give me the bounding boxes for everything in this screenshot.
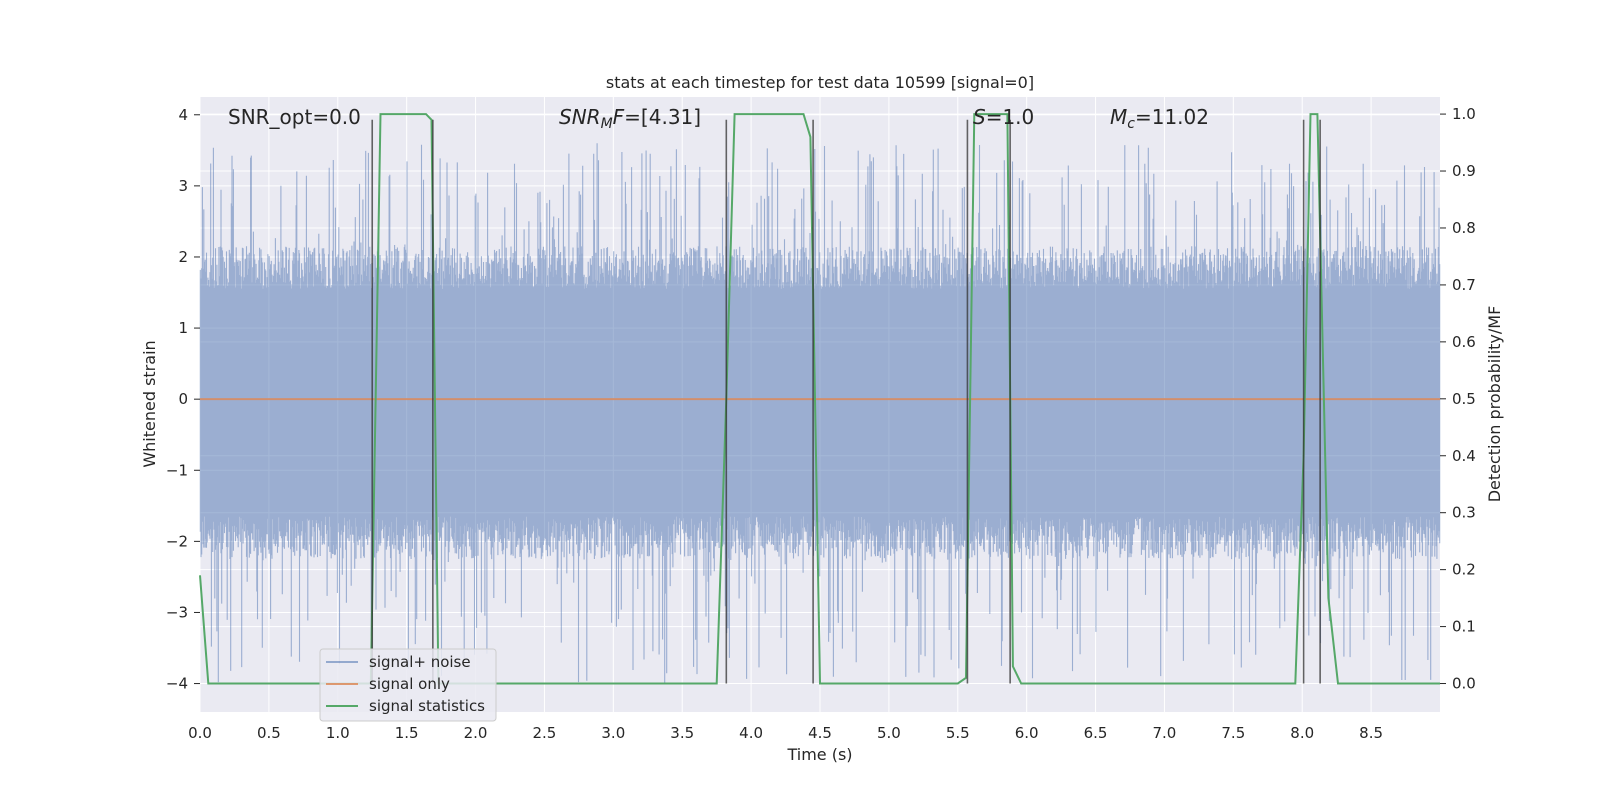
y-left-tick-label: −1 [166, 461, 188, 479]
y-left-tick-label: 1 [178, 319, 188, 337]
y-right-tick-label: 0.4 [1452, 447, 1476, 465]
y-axis-label-right: Detection probability/MF [1485, 306, 1504, 503]
x-axis-label: Time (s) [786, 745, 852, 764]
y-left-tick-label: 4 [178, 106, 188, 124]
x-tick-label: 3.5 [670, 724, 694, 742]
y-right-tick-label: 0.0 [1452, 675, 1476, 693]
legend-box [319, 648, 497, 722]
legend-label-signal-only: signal only [369, 675, 450, 693]
signal-statistics-line [199, 113, 1440, 685]
x-tick-label: 4.0 [739, 724, 763, 742]
tick-labels: 0.0 0.5 1.0 1.5 2.0 2.5 3.0 3.5 4.0 4.5 5.0 5.5 6.0 6… [166, 105, 1476, 742]
noise-series [199, 143, 1441, 683]
y-axis-label-left: Whitened strain [140, 340, 159, 467]
x-tick-label: 0.5 [257, 724, 281, 742]
y-left-tick-label: 3 [178, 177, 188, 195]
x-tick-label: 1.0 [326, 724, 350, 742]
line-series-layer [199, 113, 1440, 685]
y-right-tick-label: 0.6 [1452, 333, 1476, 351]
annotation-chirp-mass: Mc=11.02 [1110, 105, 1209, 132]
x-tick-label: 0.0 [188, 724, 212, 742]
signal-noise-trace [199, 143, 1441, 683]
y-right-tick-label: 0.7 [1452, 276, 1476, 294]
x-tick-label: 5.5 [946, 724, 970, 742]
x-tick-label: 2.5 [533, 724, 557, 742]
y-right-tick-label: 0.9 [1452, 162, 1476, 180]
x-tick-label: 2.0 [464, 724, 488, 742]
y-left-tick-label: −4 [166, 675, 188, 693]
legend-label-signal-noise: signal+ noise [369, 653, 471, 671]
y-right-tick-label: 1.0 [1452, 105, 1476, 123]
y-right-tick-label: 0.1 [1452, 618, 1476, 636]
x-tick-label: 7.0 [1153, 724, 1177, 742]
y-right-tick-label: 0.3 [1452, 504, 1476, 522]
y-left-tick-label: −2 [166, 532, 188, 550]
x-tick-label: 8.0 [1290, 724, 1314, 742]
annotations: SNR_opt=0.0 SNRMF=[4.31] S=1.0 Mc=11.02 [228, 105, 1209, 132]
legend-label-signal-statistics: signal statistics [369, 697, 485, 715]
y-right-tick-label: 0.8 [1452, 219, 1476, 237]
x-tick-label: 1.5 [395, 724, 419, 742]
annotation-s-value: S=1.0 [973, 105, 1034, 129]
x-tick-label: 6.5 [1084, 724, 1108, 742]
x-tick-label: 6.0 [1015, 724, 1039, 742]
legend: signal+ noise signal only signal statist… [319, 648, 497, 722]
annotation-snr-mf: SNRMF=[4.31] [559, 105, 701, 132]
y-left-tick-label: 2 [178, 248, 188, 266]
x-tick-label: 5.0 [877, 724, 901, 742]
x-tick-label: 4.5 [808, 724, 832, 742]
x-tick-label: 3.0 [601, 724, 625, 742]
detection-markers [371, 119, 1321, 684]
y-right-tick-label: 0.5 [1452, 390, 1476, 408]
y-right-tick-label: 0.2 [1452, 561, 1476, 579]
y-left-tick-label: −3 [166, 603, 188, 621]
x-tick-label: 8.5 [1359, 724, 1383, 742]
x-tick-label: 7.5 [1221, 724, 1245, 742]
annotation-snr-opt: SNR_opt=0.0 [228, 105, 361, 129]
chart-title: stats at each timestep for test data 105… [606, 73, 1034, 92]
y-left-tick-label: 0 [178, 390, 188, 408]
